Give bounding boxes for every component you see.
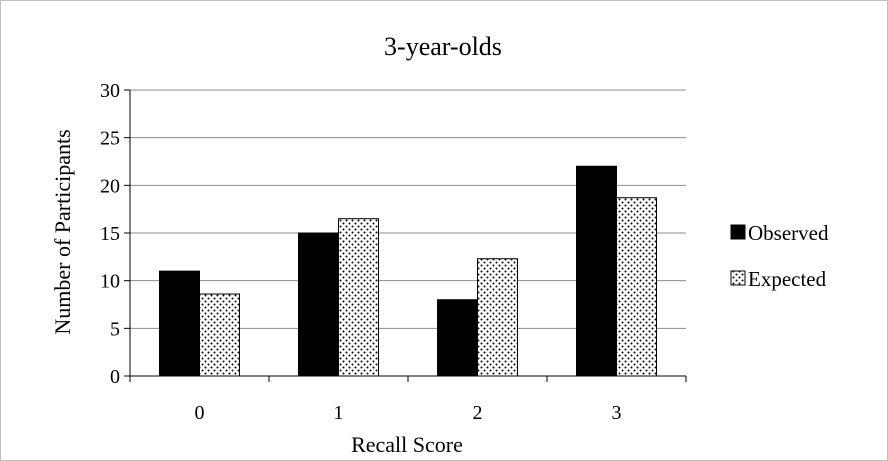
legend: Observed Expected [730, 221, 829, 291]
bar-observed-0 [159, 270, 200, 377]
bars [159, 165, 657, 377]
y-tick-labels: 0 5 10 15 20 25 30 [100, 80, 120, 388]
x-tick-label: 0 [195, 402, 205, 424]
legend-swatch-observed [730, 224, 746, 240]
bar-expected-3 [616, 197, 657, 377]
x-axis-label: Recall Score [351, 432, 463, 457]
y-tick-label: 25 [100, 128, 120, 150]
y-tick-label: 20 [100, 175, 120, 197]
x-tick-label: 2 [473, 402, 483, 424]
chart-title: 3-year-olds [384, 32, 502, 61]
x-tick-label: 1 [334, 402, 344, 424]
legend-label-expected: Expected [748, 267, 827, 291]
y-tick-label: 5 [110, 318, 120, 340]
bar-observed-3 [576, 165, 617, 377]
y-tick-label: 0 [110, 366, 120, 388]
y-tick-label: 30 [100, 80, 120, 102]
bar-observed-1 [298, 232, 339, 377]
bar-expected-2 [477, 258, 518, 377]
legend-swatch-expected [730, 270, 746, 286]
bar-observed-2 [437, 299, 478, 377]
y-tick-label: 15 [100, 223, 120, 245]
legend-label-observed: Observed [748, 221, 829, 245]
bar-expected-0 [199, 293, 240, 377]
y-axis-label: Number of Participants [50, 129, 75, 334]
y-tick-label: 10 [100, 271, 120, 293]
axes [124, 89, 687, 382]
x-tick-label: 3 [612, 402, 622, 424]
bar-expected-1 [338, 218, 379, 377]
x-tick-labels: 0 1 2 3 [195, 402, 622, 424]
